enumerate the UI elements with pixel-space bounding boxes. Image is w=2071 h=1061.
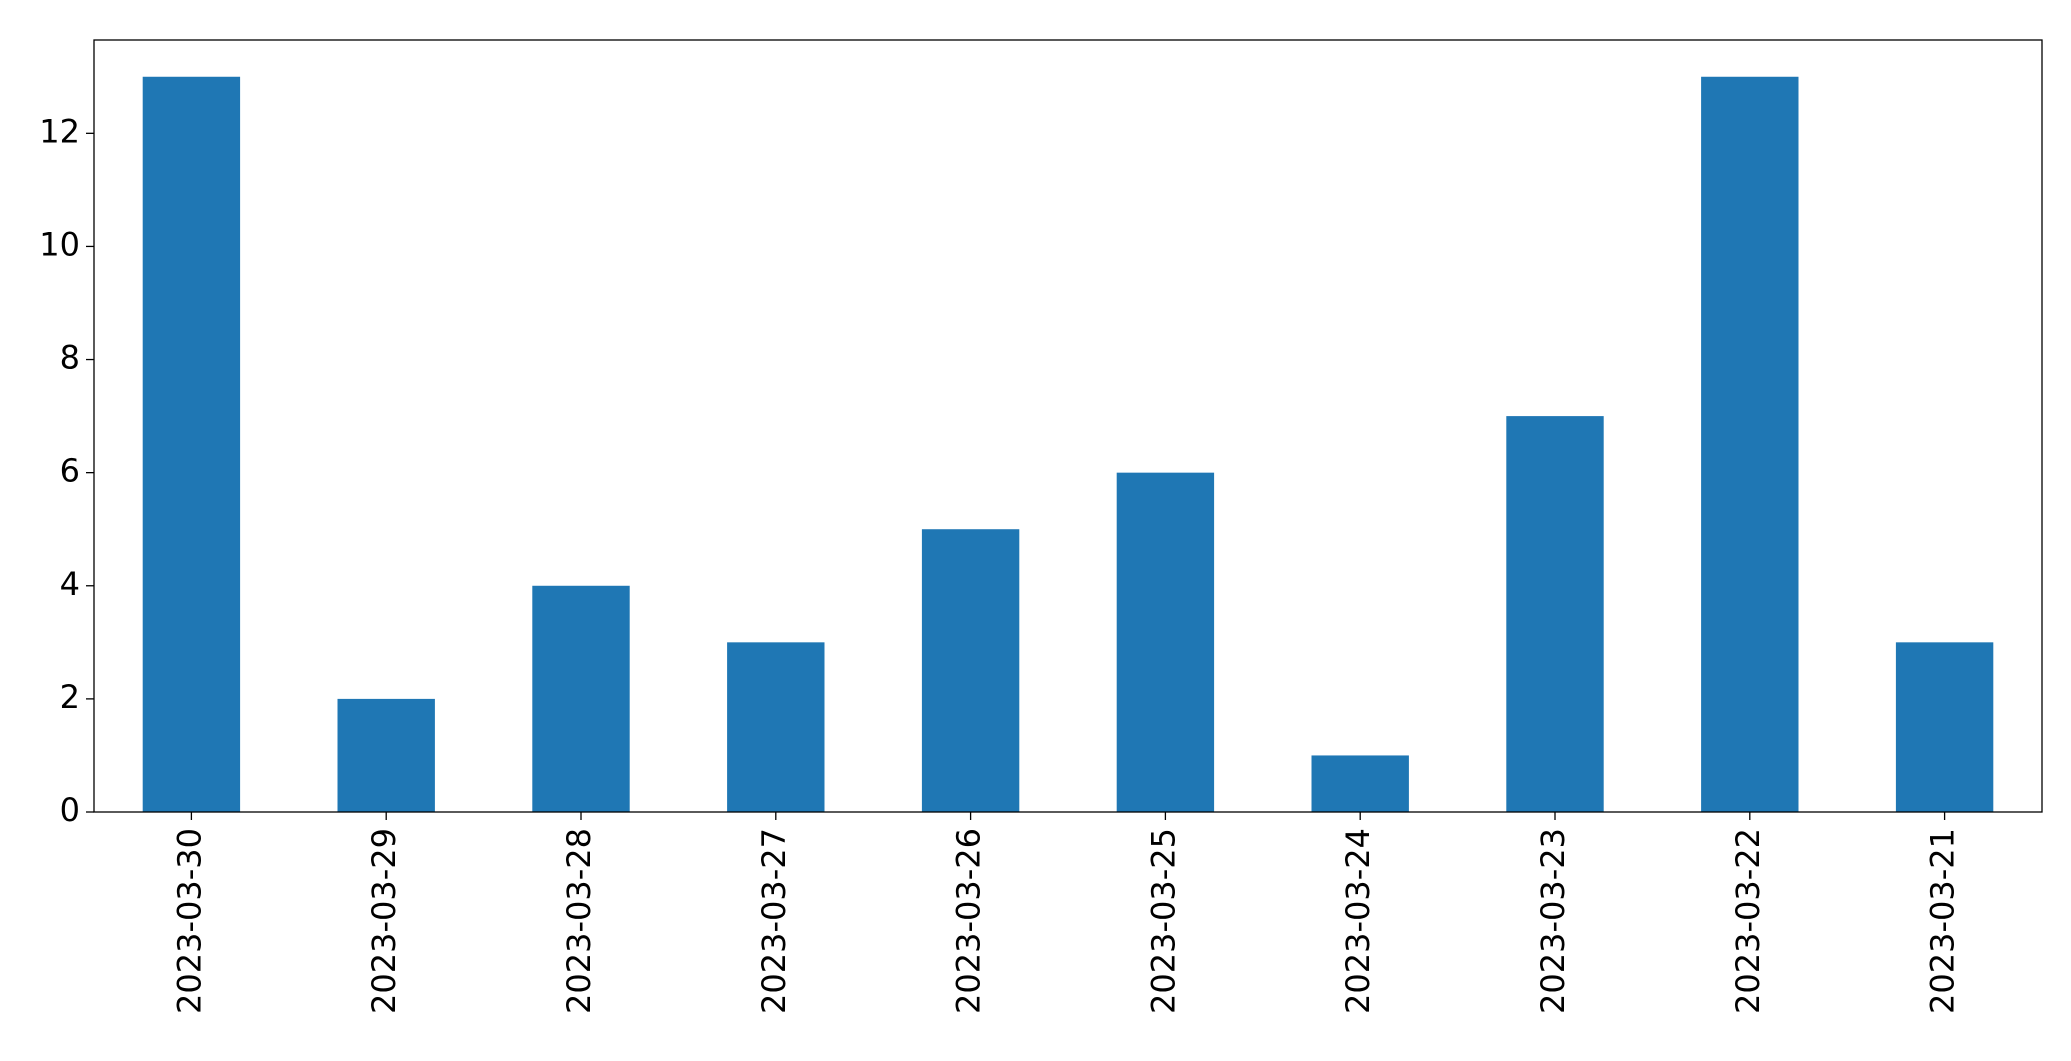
bar [921, 529, 1020, 812]
x-tick-label: 2023-03-21 [1924, 828, 1962, 1014]
bar [142, 76, 241, 812]
y-tick-label: 0 [60, 791, 80, 829]
x-tick-label: 2023-03-26 [950, 828, 988, 1014]
x-tick-label: 2023-03-25 [1144, 828, 1182, 1014]
y-tick-label: 12 [39, 112, 80, 150]
y-tick-label: 4 [60, 565, 80, 603]
x-tick-label: 2023-03-23 [1534, 828, 1572, 1014]
x-tick-label: 2023-03-22 [1729, 828, 1767, 1014]
x-tick-label: 2023-03-24 [1339, 828, 1377, 1014]
x-tick-label: 2023-03-29 [365, 828, 403, 1014]
bar [1506, 416, 1604, 812]
x-tick-label: 2023-03-30 [170, 828, 208, 1014]
bar [532, 585, 630, 812]
bar [1311, 755, 1409, 812]
axes-frame [93, 39, 2043, 813]
x-tick-label: 2023-03-27 [755, 828, 793, 1014]
bar [727, 642, 825, 812]
bar [337, 698, 435, 812]
y-tick-label: 6 [60, 452, 80, 490]
bar [1701, 76, 1799, 812]
y-tick-label: 2 [60, 678, 80, 716]
x-tick-label: 2023-03-28 [560, 828, 598, 1014]
bar [1116, 472, 1215, 812]
y-tick-label: 8 [60, 339, 80, 377]
bar [1895, 642, 1994, 812]
y-tick-label: 10 [39, 225, 80, 263]
